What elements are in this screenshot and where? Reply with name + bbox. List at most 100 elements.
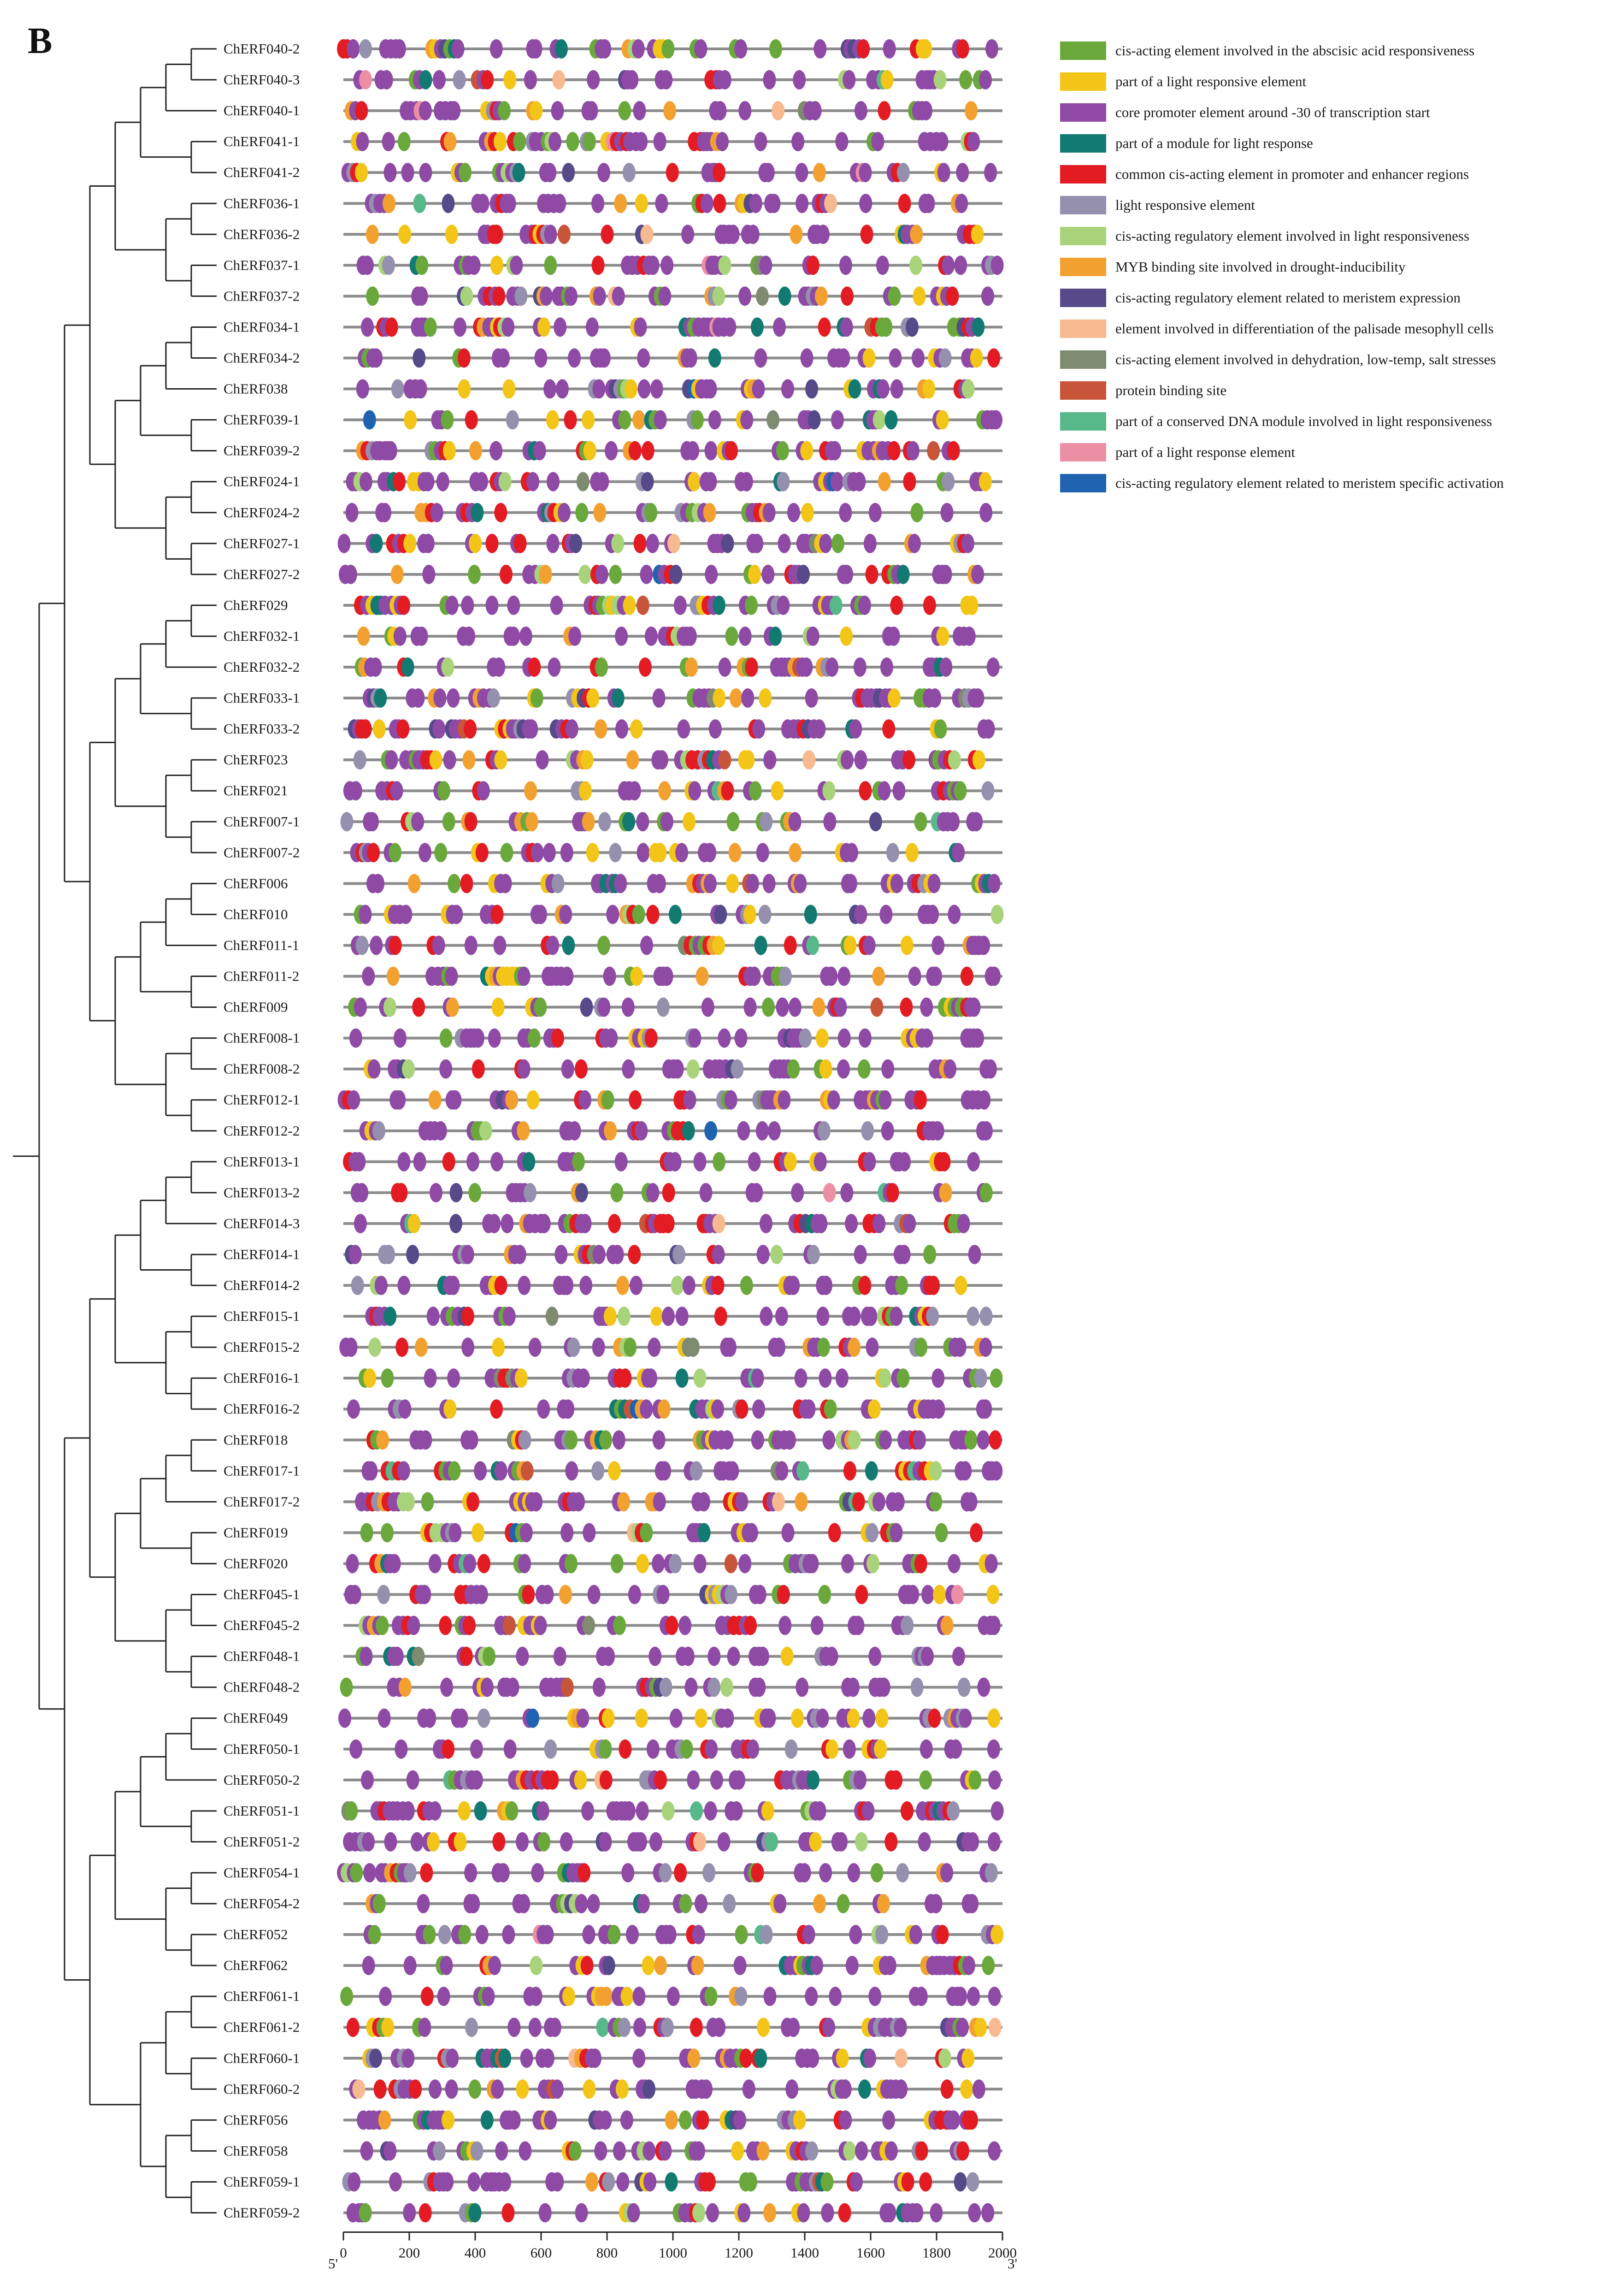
cis-element	[537, 1832, 551, 1852]
cis-element	[522, 1152, 536, 1172]
cis-element	[617, 1492, 630, 1512]
cis-element	[848, 1430, 861, 1450]
cis-element	[550, 595, 563, 615]
cis-element	[684, 348, 697, 368]
cis-element	[816, 1708, 829, 1728]
cis-element	[760, 812, 773, 832]
cis-element	[978, 1090, 991, 1110]
cis-element	[574, 1059, 588, 1079]
cis-element	[355, 1183, 369, 1202]
cis-element	[733, 2110, 747, 2130]
cis-element	[494, 503, 507, 522]
cis-element	[682, 1276, 696, 1295]
cis-element	[518, 1430, 531, 1450]
cis-element	[553, 194, 566, 213]
cis-element	[855, 1585, 868, 1604]
cis-element	[445, 2079, 458, 2099]
axis-tick-label: 400	[465, 2245, 486, 2261]
cis-element	[366, 812, 379, 832]
cis-element	[598, 39, 612, 59]
cis-element	[777, 1585, 790, 1604]
cis-element	[426, 1307, 440, 1326]
cis-element	[872, 966, 885, 986]
cis-element	[890, 595, 903, 615]
cis-element	[947, 812, 960, 832]
cis-element	[902, 750, 915, 770]
cis-element	[692, 2141, 705, 2161]
cis-element	[835, 1832, 848, 1852]
cis-element	[813, 1894, 826, 1913]
cis-element	[415, 255, 429, 275]
cis-element	[661, 1801, 675, 1821]
cis-element	[894, 2018, 907, 2037]
cis-element	[399, 905, 413, 924]
cis-element	[840, 1183, 854, 1202]
cis-element	[865, 1523, 878, 1543]
cis-element	[585, 2172, 598, 2192]
cis-element	[384, 1832, 397, 1852]
cis-element	[630, 719, 643, 739]
cis-element	[395, 1739, 408, 1759]
cis-element	[660, 966, 673, 986]
cis-element	[560, 1832, 573, 1852]
cis-element	[340, 812, 354, 832]
cis-element	[446, 997, 459, 1017]
cis-element	[760, 1213, 772, 1233]
gene-label: ChERF016-2	[224, 1401, 300, 1417]
cis-element	[956, 163, 969, 183]
cis-element	[923, 1244, 937, 1264]
cis-element	[372, 1121, 386, 1141]
cis-element	[537, 1213, 551, 1233]
cis-element	[415, 286, 428, 306]
cis-element	[669, 905, 682, 924]
axis-tick-label: 1800	[922, 2245, 951, 2261]
cis-element	[637, 348, 650, 368]
cis-element	[359, 70, 372, 90]
cis-element	[839, 2110, 852, 2130]
cis-element	[415, 626, 428, 646]
cis-element	[516, 1646, 529, 1666]
cis-element	[699, 1183, 713, 1202]
legend-label: cis-acting element involved in the absci…	[1115, 42, 1474, 59]
cis-element	[597, 348, 611, 368]
cis-element	[806, 626, 819, 646]
cis-element	[621, 997, 635, 1017]
cis-element	[851, 1615, 865, 1635]
cis-element	[450, 905, 463, 924]
cis-element	[738, 101, 752, 121]
cis-element	[592, 379, 606, 399]
cis-element	[633, 2018, 646, 2037]
cis-element	[890, 1307, 903, 1326]
cis-element	[767, 194, 781, 213]
cis-element	[866, 1337, 879, 1357]
cis-element	[631, 39, 645, 59]
cis-element	[726, 225, 740, 244]
cis-element	[613, 1615, 626, 1635]
cis-element	[601, 1708, 615, 1728]
cis-element	[990, 1368, 1003, 1388]
cis-element	[582, 1925, 595, 1945]
cis-element	[605, 441, 618, 461]
cis-element	[470, 1739, 483, 1759]
cis-element	[654, 410, 667, 430]
cis-element	[863, 2048, 876, 2068]
legend-swatch	[1060, 134, 1106, 153]
cis-element	[628, 1244, 641, 1264]
cis-element	[475, 1585, 488, 1604]
cis-element	[594, 719, 607, 739]
cis-element	[965, 595, 978, 615]
cis-element	[419, 843, 431, 863]
cis-element	[646, 905, 660, 924]
cis-element	[711, 1399, 725, 1419]
cis-element	[766, 410, 780, 430]
cis-element	[646, 533, 659, 553]
cis-element	[957, 1213, 970, 1233]
cis-element	[857, 39, 870, 59]
cis-element	[706, 2203, 719, 2223]
cis-element	[702, 2172, 716, 2192]
cis-element	[721, 1708, 734, 1728]
cis-element	[530, 1492, 543, 1512]
cis-element	[763, 750, 777, 770]
gene-label: ChERF054-2	[224, 1895, 300, 1911]
cis-element	[388, 1554, 401, 1574]
